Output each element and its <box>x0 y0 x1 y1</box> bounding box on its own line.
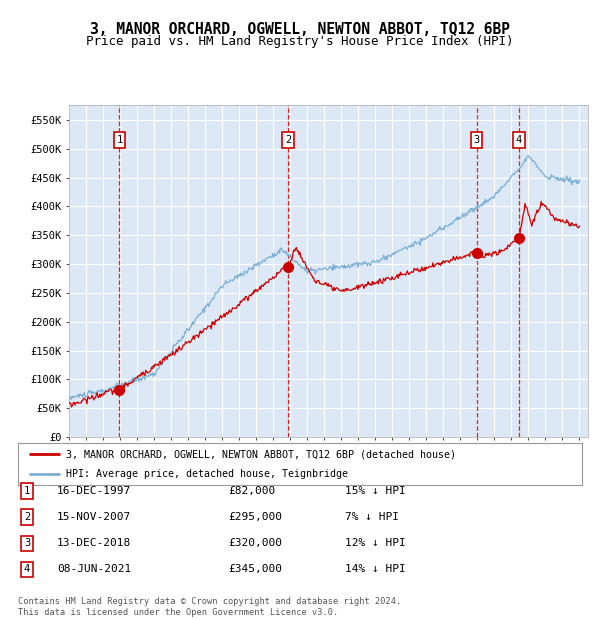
Text: 14% ↓ HPI: 14% ↓ HPI <box>345 564 406 574</box>
Text: 2: 2 <box>24 512 30 522</box>
Text: 4: 4 <box>516 135 522 145</box>
Text: Price paid vs. HM Land Registry's House Price Index (HPI): Price paid vs. HM Land Registry's House … <box>86 35 514 48</box>
Text: 15% ↓ HPI: 15% ↓ HPI <box>345 486 406 496</box>
Text: 3: 3 <box>24 538 30 548</box>
Text: 1: 1 <box>24 486 30 496</box>
Text: £295,000: £295,000 <box>228 512 282 522</box>
Text: 7% ↓ HPI: 7% ↓ HPI <box>345 512 399 522</box>
Text: 12% ↓ HPI: 12% ↓ HPI <box>345 538 406 548</box>
Text: 15-NOV-2007: 15-NOV-2007 <box>57 512 131 522</box>
Text: Contains HM Land Registry data © Crown copyright and database right 2024.
This d: Contains HM Land Registry data © Crown c… <box>18 598 401 617</box>
Text: 3, MANOR ORCHARD, OGWELL, NEWTON ABBOT, TQ12 6BP: 3, MANOR ORCHARD, OGWELL, NEWTON ABBOT, … <box>90 22 510 37</box>
Text: 4: 4 <box>24 564 30 574</box>
Text: 08-JUN-2021: 08-JUN-2021 <box>57 564 131 574</box>
Text: 2: 2 <box>285 135 291 145</box>
Text: £320,000: £320,000 <box>228 538 282 548</box>
Text: HPI: Average price, detached house, Teignbridge: HPI: Average price, detached house, Teig… <box>66 469 348 479</box>
Text: 3, MANOR ORCHARD, OGWELL, NEWTON ABBOT, TQ12 6BP (detached house): 3, MANOR ORCHARD, OGWELL, NEWTON ABBOT, … <box>66 450 456 459</box>
Text: 13-DEC-2018: 13-DEC-2018 <box>57 538 131 548</box>
Text: 1: 1 <box>116 135 122 145</box>
Text: 16-DEC-1997: 16-DEC-1997 <box>57 486 131 496</box>
Text: £82,000: £82,000 <box>228 486 275 496</box>
Text: £345,000: £345,000 <box>228 564 282 574</box>
Text: 3: 3 <box>473 135 480 145</box>
